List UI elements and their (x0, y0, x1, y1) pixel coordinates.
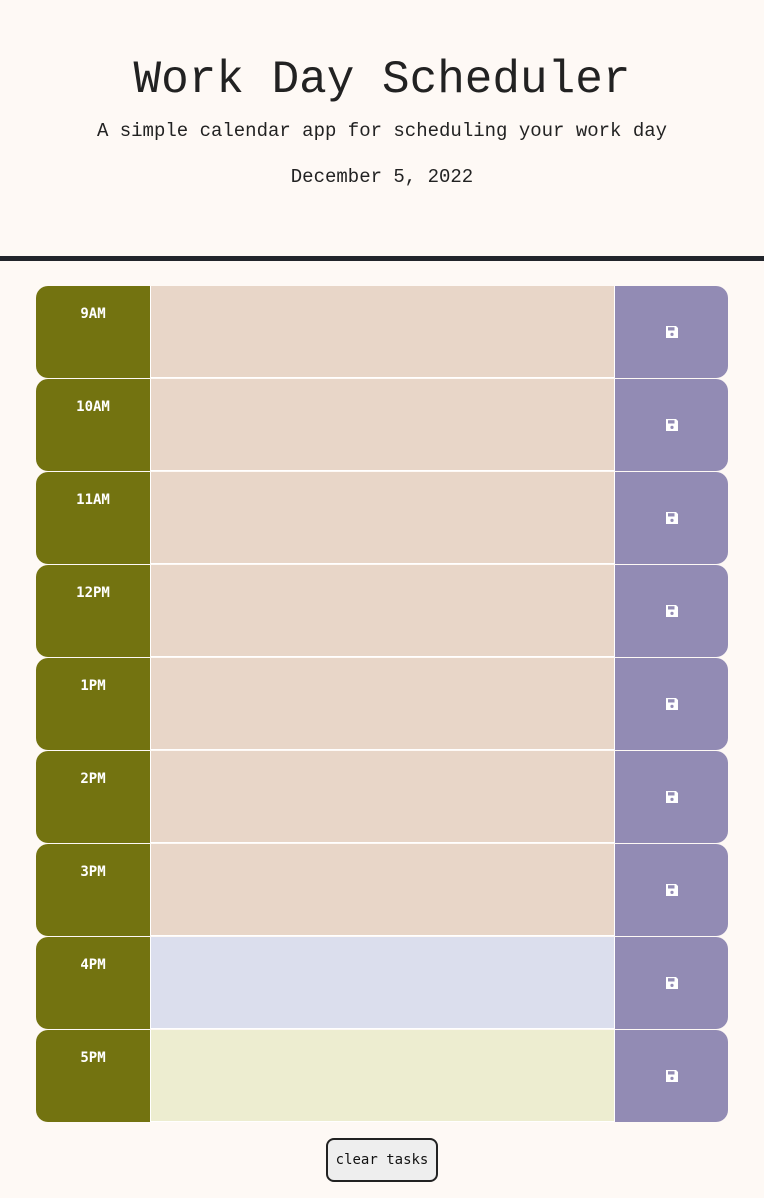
hour-label: 3PM (36, 844, 151, 936)
task-input[interactable] (151, 565, 614, 657)
time-block: 2PM (36, 751, 728, 843)
current-day: December 5, 2022 (290, 166, 474, 188)
save-button[interactable] (614, 379, 728, 471)
time-block: 12PM (36, 565, 728, 657)
save-button[interactable] (614, 844, 728, 936)
page-title: Work Day Scheduler (133, 54, 631, 106)
task-input[interactable] (151, 1030, 614, 1122)
save-button[interactable] (614, 1030, 728, 1122)
page-subtitle: A simple calendar app for scheduling you… (96, 120, 668, 142)
save-button[interactable] (614, 472, 728, 564)
floppy-disk-icon (665, 790, 679, 804)
save-button[interactable] (614, 658, 728, 750)
task-input[interactable] (151, 658, 614, 750)
hour-label: 1PM (36, 658, 151, 750)
header: Work Day Scheduler A simple calendar app… (0, 0, 764, 261)
save-button[interactable] (614, 286, 728, 378)
schedule-container: 9AM 10AM 11AM 12PM (36, 286, 728, 1123)
floppy-disk-icon (665, 976, 679, 990)
time-block: 9AM (36, 286, 728, 378)
save-button[interactable] (614, 751, 728, 843)
hour-label: 9AM (36, 286, 151, 378)
floppy-disk-icon (665, 604, 679, 618)
clear-tasks-button[interactable]: clear tasks (325, 1138, 439, 1182)
save-button[interactable] (614, 565, 728, 657)
task-input[interactable] (151, 472, 614, 564)
hour-label: 10AM (36, 379, 151, 471)
task-input[interactable] (151, 844, 614, 936)
hour-label: 11AM (36, 472, 151, 564)
save-button[interactable] (614, 937, 728, 1029)
task-input[interactable] (151, 286, 614, 378)
floppy-disk-icon (665, 325, 679, 339)
floppy-disk-icon (665, 511, 679, 525)
task-input[interactable] (151, 937, 614, 1029)
hour-label: 5PM (36, 1030, 151, 1122)
hour-label: 2PM (36, 751, 151, 843)
time-block: 4PM (36, 937, 728, 1029)
floppy-disk-icon (665, 1069, 679, 1083)
time-block: 10AM (36, 379, 728, 471)
time-block: 1PM (36, 658, 728, 750)
floppy-disk-icon (665, 883, 679, 897)
task-input[interactable] (151, 751, 614, 843)
hour-label: 12PM (36, 565, 151, 657)
time-block: 3PM (36, 844, 728, 936)
floppy-disk-icon (665, 697, 679, 711)
hour-label: 4PM (36, 937, 151, 1029)
time-block: 5PM (36, 1030, 728, 1122)
task-input[interactable] (151, 379, 614, 471)
clear-wrapper: clear tasks (0, 1138, 764, 1182)
time-block: 11AM (36, 472, 728, 564)
floppy-disk-icon (665, 418, 679, 432)
